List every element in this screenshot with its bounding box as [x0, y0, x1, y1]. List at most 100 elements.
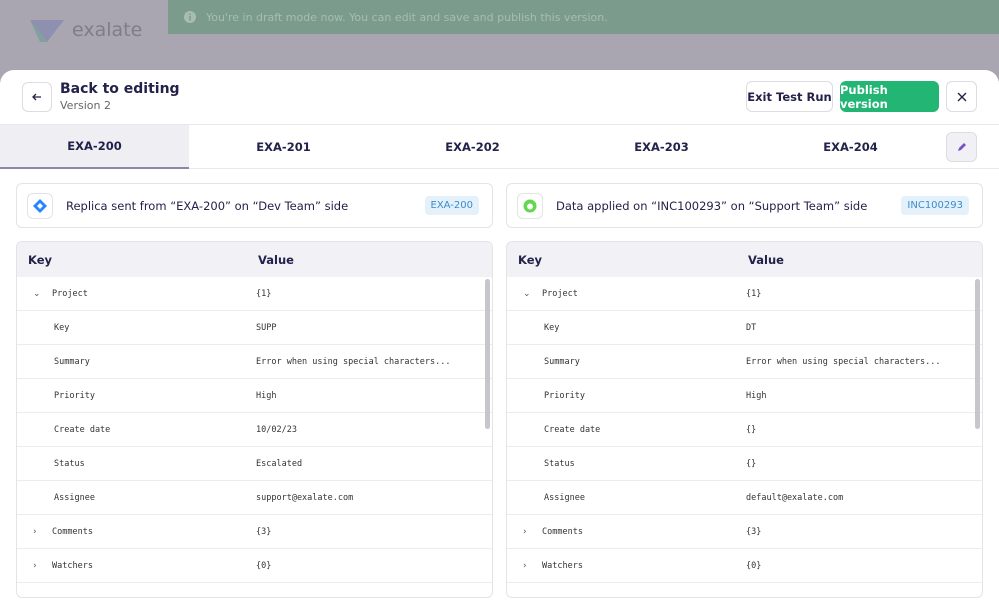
edit-button[interactable] — [946, 132, 977, 162]
row-key: Summary — [54, 357, 90, 367]
row-key: Comments — [542, 527, 583, 537]
row-value: {1} — [256, 289, 272, 299]
row-value: {3} — [746, 527, 762, 537]
column-header: Key — [28, 253, 53, 267]
issue-badge[interactable]: INC100293 — [901, 196, 969, 215]
subtitle: Version 2 — [60, 99, 111, 112]
table-row[interactable]: › Watchers {0} — [17, 549, 492, 583]
publish-button[interactable]: Publish version — [840, 81, 939, 112]
exit-button[interactable]: Exit Test Run — [746, 81, 833, 112]
row-value: Escalated — [256, 459, 303, 469]
issue-badge[interactable]: EXA-200 — [424, 196, 479, 215]
expand-chevron[interactable]: › — [33, 561, 37, 571]
column-header: Value — [748, 253, 784, 267]
close-button[interactable] — [946, 81, 977, 112]
expand-chevron[interactable]: ⌄ — [33, 289, 41, 299]
expand-chevron[interactable]: ⌄ — [523, 289, 531, 299]
table-row[interactable]: ⌄ Project {1} — [507, 277, 982, 311]
table-row: Key SUPP — [17, 311, 492, 345]
row-key: Priority — [544, 391, 585, 401]
table-header: Key Value — [507, 242, 982, 277]
tab[interactable]: EXA-200 — [0, 125, 189, 169]
row-key: Comments — [52, 527, 93, 537]
table-row: Status Escalated — [17, 447, 492, 481]
modal-header: Back to editing Version 2 Exit Test Run … — [0, 70, 999, 125]
column-header: Key — [518, 253, 543, 267]
row-value: SUPP — [256, 323, 277, 333]
info-icon — [184, 11, 196, 23]
row-value: {0} — [746, 561, 762, 571]
expand-chevron[interactable]: › — [523, 527, 527, 537]
logo-mark — [30, 20, 64, 42]
tab[interactable]: EXA-203 — [634, 140, 689, 154]
banner-text: You're in draft mode now. You can edit a… — [206, 10, 608, 24]
table-row: Summary Error when using special characte… — [17, 345, 492, 379]
servicenow-icon — [523, 199, 537, 212]
column-header: Value — [258, 253, 294, 267]
table-row[interactable]: › Watchers {0} — [507, 549, 982, 583]
table-row: Create date 10/02/23 — [17, 413, 492, 447]
jira-icon — [33, 198, 47, 213]
table-row: Assignee default@exalate.com — [507, 481, 982, 515]
row-value: Error when using special characters... — [746, 357, 941, 367]
table-row[interactable]: › Comments {3} — [507, 515, 982, 549]
row-value: DT — [746, 323, 757, 333]
row-value: {} — [746, 425, 757, 435]
row-value: default@exalate.com — [746, 493, 844, 503]
table-row: Key DT — [507, 311, 982, 345]
row-key: Status — [544, 459, 575, 469]
row-key: Priority — [54, 391, 95, 401]
row-value: support@exalate.com — [256, 493, 354, 503]
logo-text: exalate — [72, 19, 143, 41]
panel: Data applied on “INC100293” on “Support … — [506, 183, 983, 598]
row-value: Error when using special characters... — [256, 357, 451, 367]
row-value: High — [256, 391, 277, 401]
panel: Replica sent from “EXA-200” on “Dev Team… — [16, 183, 493, 598]
info-box: Replica sent from “EXA-200” on “Dev Team… — [16, 183, 493, 228]
row-key: Assignee — [544, 493, 585, 503]
row-key: Assignee — [54, 493, 95, 503]
row-key: Project — [52, 289, 88, 299]
source-icon — [517, 192, 543, 219]
row-key: Watchers — [52, 561, 93, 571]
row-key: Create date — [54, 425, 111, 435]
row-value: {3} — [256, 527, 272, 537]
source-icon — [27, 192, 53, 219]
table-row[interactable]: ⌄ Project {1} — [17, 277, 492, 311]
expand-chevron[interactable]: › — [33, 527, 37, 537]
draft-banner: You're in draft mode now. You can edit a… — [168, 0, 999, 34]
scrollbar — [975, 279, 980, 429]
edit-icon — [957, 143, 966, 151]
tab-bar: EXA-200 EXA-201 EXA-202 EXA-203 EXA-204 — [0, 125, 999, 169]
row-value: {} — [746, 459, 757, 469]
back-icon — [32, 93, 41, 101]
expand-chevron[interactable]: › — [523, 561, 527, 571]
row-key: Create date — [544, 425, 601, 435]
logo: exalate — [28, 16, 142, 44]
row-key: Key — [544, 323, 560, 333]
title[interactable]: Back to editing — [60, 81, 180, 97]
tab[interactable]: EXA-204 — [823, 140, 878, 154]
tab[interactable]: EXA-202 — [445, 140, 500, 154]
table-header: Key Value — [17, 242, 492, 277]
tab[interactable]: EXA-201 — [256, 140, 311, 154]
back-button[interactable] — [22, 82, 52, 112]
table-row: Create date {} — [507, 413, 982, 447]
table-row: Priority High — [507, 379, 982, 413]
close-icon — [957, 92, 966, 101]
table-row: Summary Error when using special characte… — [507, 345, 982, 379]
row-key: Status — [54, 459, 85, 469]
row-value: {1} — [746, 289, 762, 299]
row-value: 10/02/23 — [256, 425, 297, 435]
row-key: Watchers — [542, 561, 583, 571]
table-row[interactable]: › Comments {3} — [17, 515, 492, 549]
row-value: {0} — [256, 561, 272, 571]
table-row: Status {} — [507, 447, 982, 481]
info-box: Data applied on “INC100293” on “Support … — [506, 183, 983, 228]
scrollbar — [485, 279, 490, 429]
row-key: Summary — [544, 357, 580, 367]
info-text: Replica sent from “EXA-200” on “Dev Team… — [66, 198, 349, 213]
row-key: Project — [542, 289, 578, 299]
